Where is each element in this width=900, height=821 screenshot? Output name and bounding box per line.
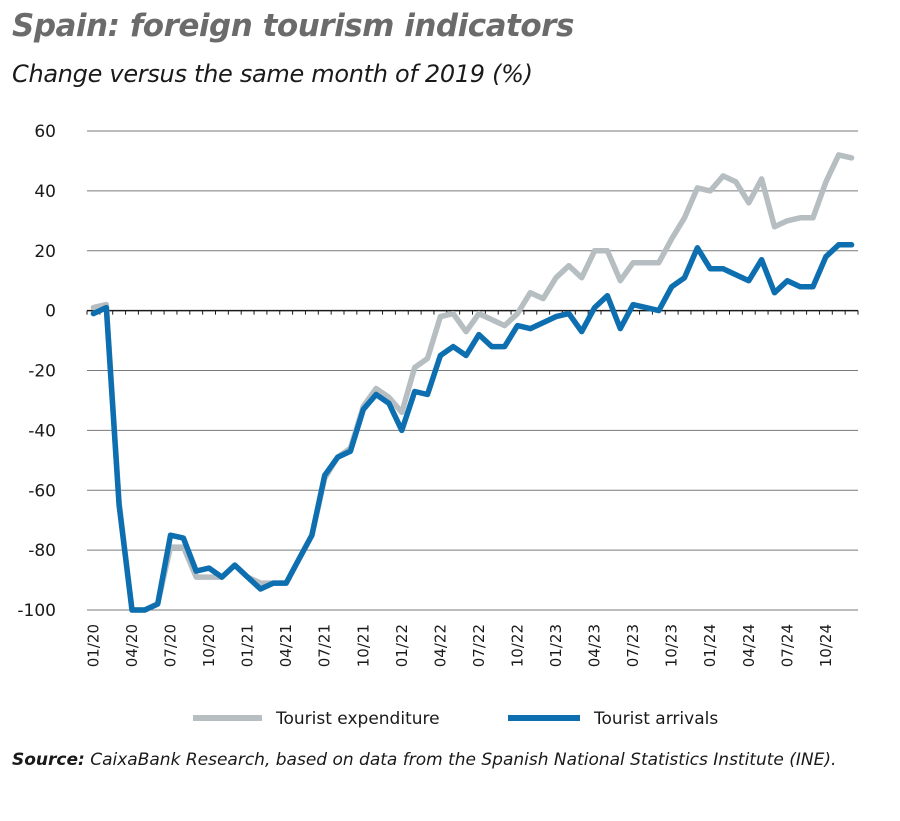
- y-tick-label: -40: [28, 421, 56, 441]
- source-note: Source: CaixaBank Research, based on dat…: [12, 750, 836, 770]
- x-tick-label: 07/21: [316, 624, 334, 667]
- x-tick-label: 07/23: [624, 624, 642, 667]
- legend-label-arrivals: Tourist arrivals: [593, 709, 718, 729]
- x-tick-label: 04/21: [277, 624, 295, 667]
- chart-title: Spain: foreign tourism indicators: [12, 8, 574, 44]
- legend-label-expenditure: Tourist expenditure: [275, 709, 440, 729]
- y-tick-label: -20: [28, 362, 56, 382]
- y-axis-ticks: 60 40 20 0 -20 -40 -60 -80 -100: [17, 122, 56, 621]
- y-tick-label: 60: [34, 122, 56, 142]
- x-tick-label: 10/21: [354, 624, 372, 667]
- x-tick-label: 01/21: [239, 624, 257, 667]
- x-tick-label: 01/23: [547, 624, 565, 667]
- y-tick-label: 40: [34, 182, 56, 202]
- x-tick-label: 10/23: [663, 624, 681, 667]
- x-axis-ticks: 01/20 04/20 07/20 10/20 01/21 04/21 07/21 10/21…: [84, 310, 859, 667]
- y-tick-label: 20: [34, 242, 56, 262]
- legend: Tourist expenditure Tourist arrivals: [193, 709, 718, 729]
- series-line-tourist-expenditure: [90, 152, 855, 613]
- x-tick-label: 07/22: [470, 624, 488, 667]
- line-chart: 60 40 20 0 -20 -40 -60 -80 -100 01/20 04/20 07/20 1…: [17, 122, 859, 729]
- x-tick-label: 04/20: [123, 624, 141, 667]
- x-tick-label: 10/20: [200, 624, 218, 667]
- x-tick-label: 10/24: [817, 624, 835, 667]
- series-lines: [90, 152, 855, 613]
- x-tick-label: 04/22: [431, 624, 449, 667]
- chart-subtitle: Change versus the same month of 2019 (%): [12, 60, 533, 88]
- series-line-tourist-arrivals: [90, 242, 855, 613]
- grid-lines: [87, 130, 858, 611]
- x-tick-label: 07/20: [162, 624, 180, 667]
- x-tick-label: 04/24: [740, 624, 758, 667]
- x-tick-label: 10/22: [508, 624, 526, 667]
- y-tick-label: -60: [28, 481, 56, 501]
- x-tick-label: 01/22: [393, 624, 411, 667]
- x-tick-label: 01/20: [84, 624, 102, 667]
- x-tick-label: 01/24: [701, 624, 719, 667]
- y-tick-label: -100: [17, 601, 56, 621]
- source-label: Source:: [12, 750, 85, 770]
- x-tick-label: 04/23: [586, 624, 604, 667]
- source-text: CaixaBank Research, based on data from t…: [90, 750, 837, 770]
- y-tick-label: -80: [28, 541, 56, 561]
- y-tick-label: 0: [45, 302, 56, 322]
- x-tick-label: 07/24: [778, 624, 796, 667]
